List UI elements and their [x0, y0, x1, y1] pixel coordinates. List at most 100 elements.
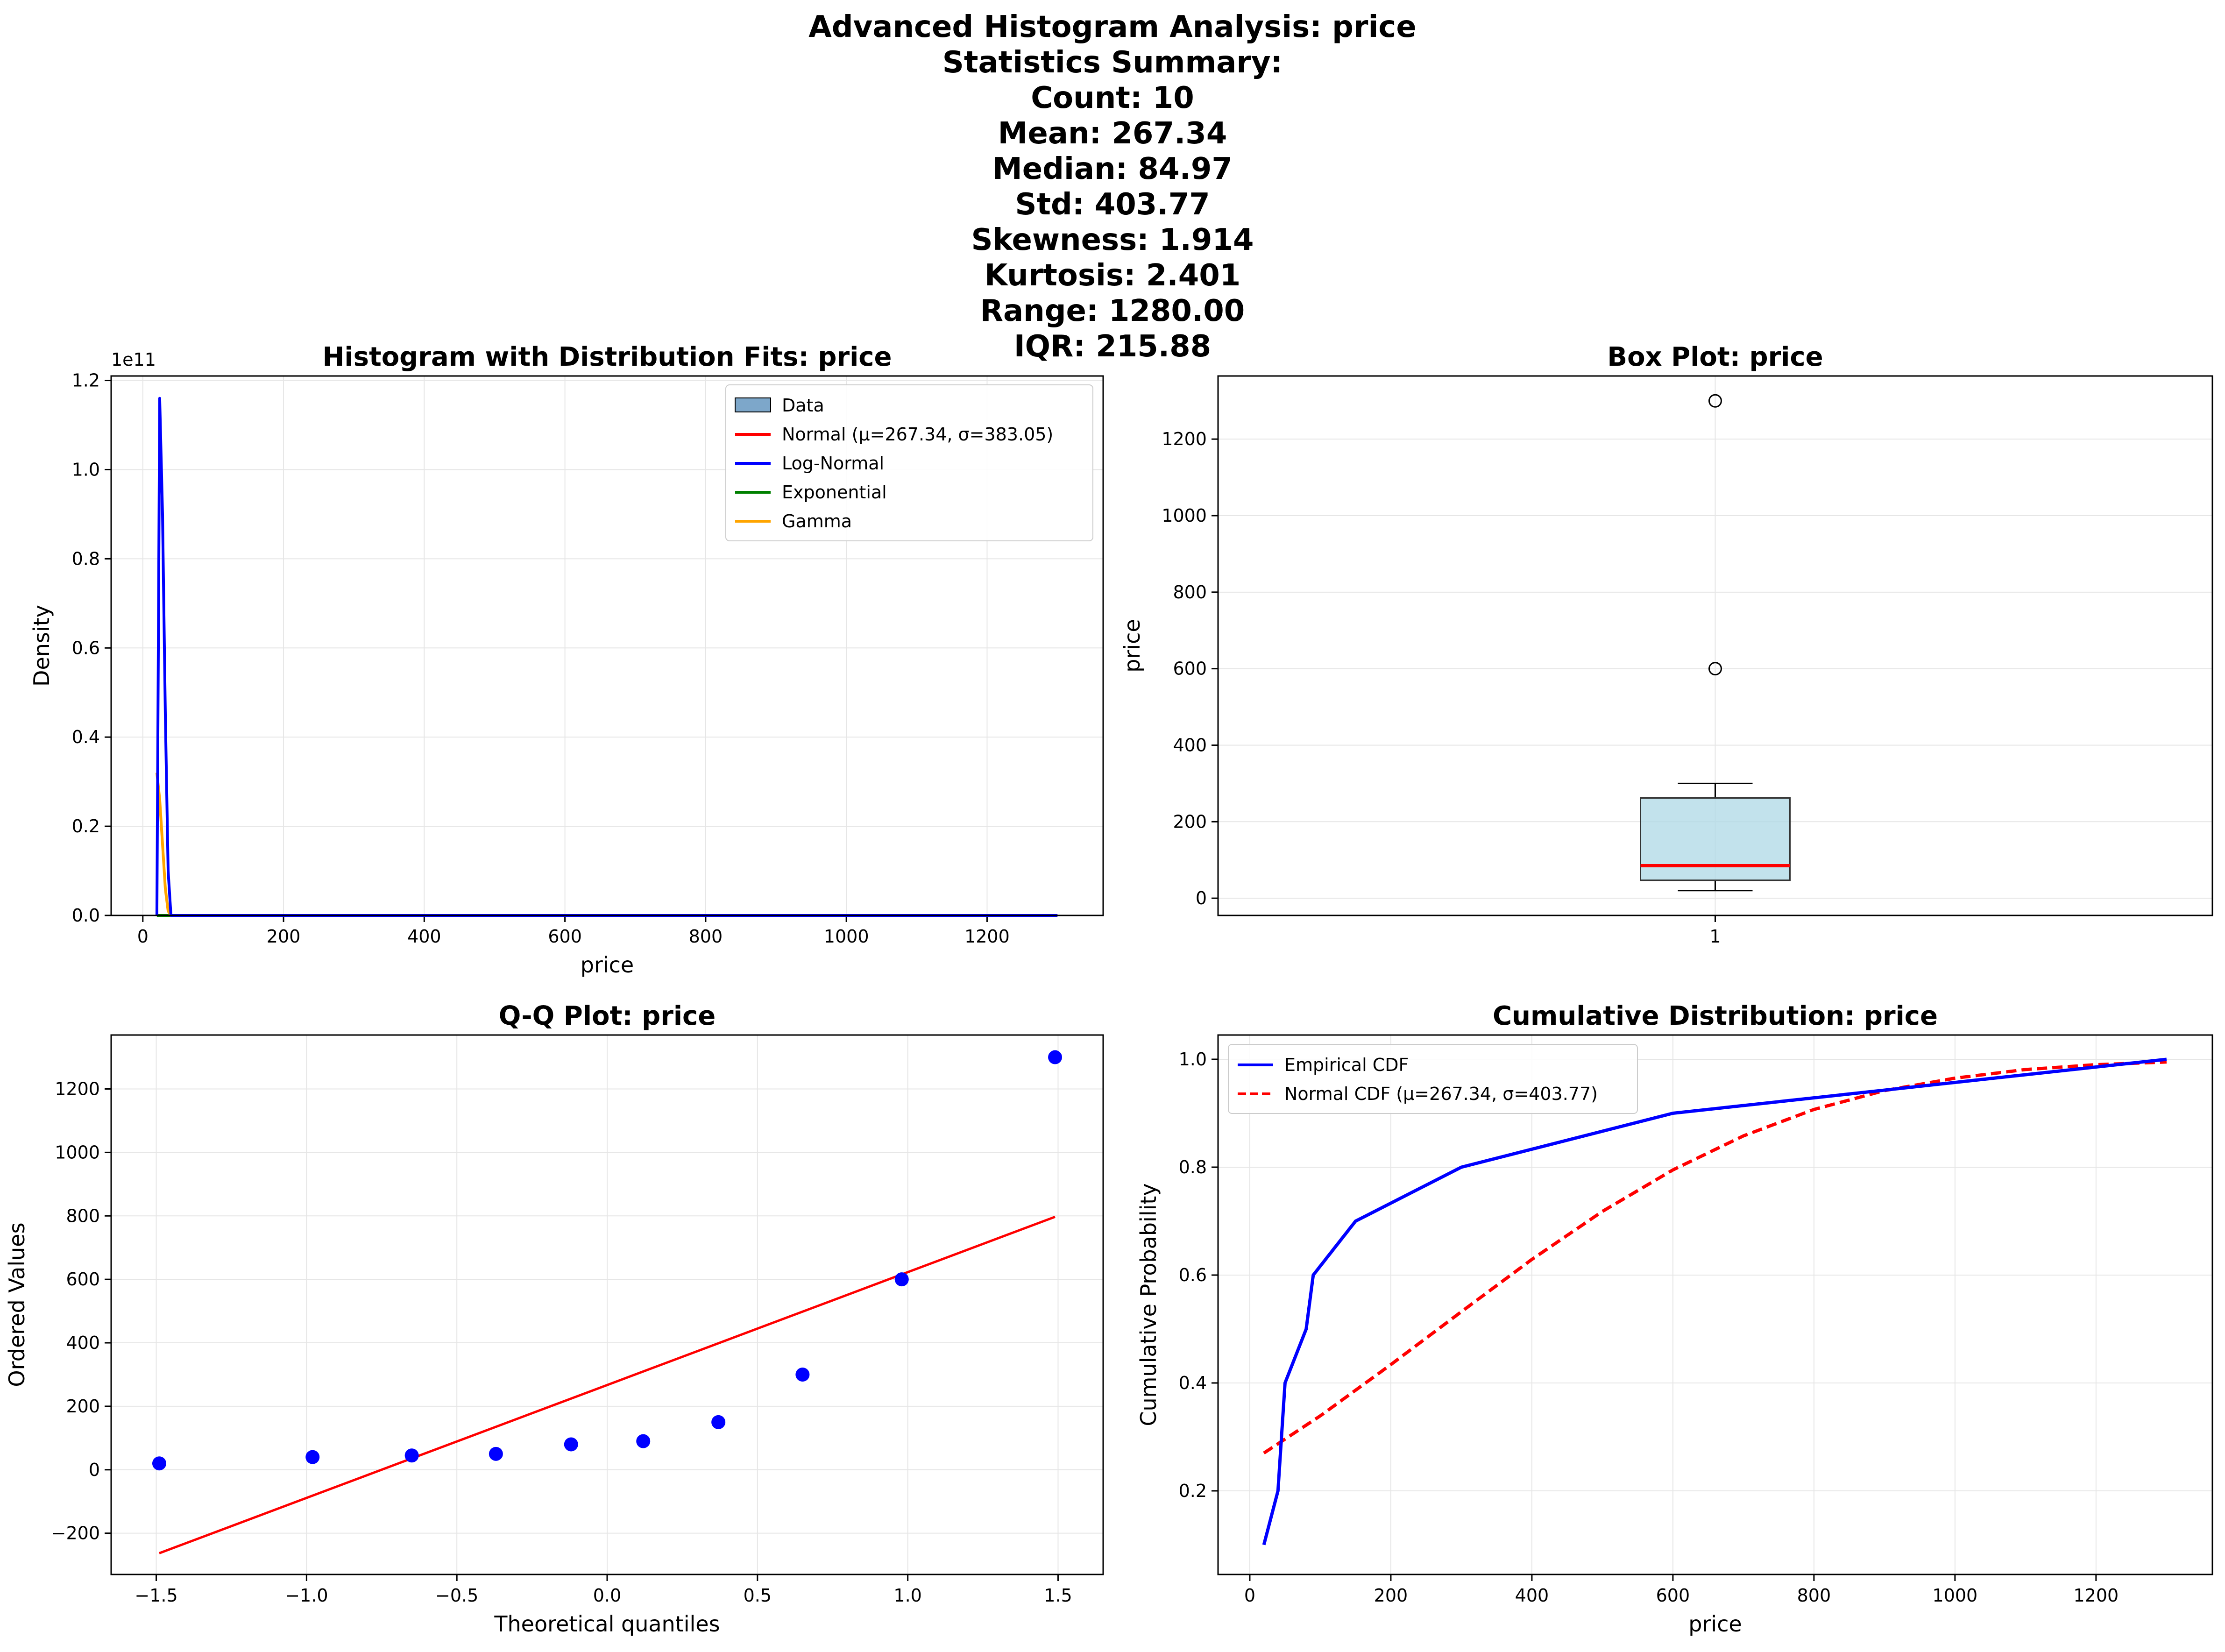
- x-tick-label: 1.0: [893, 1585, 921, 1606]
- y-tick-label: 600: [1173, 659, 1207, 679]
- outlier-point: [1708, 662, 1722, 676]
- data-point: [1048, 1050, 1063, 1064]
- iqr-box: [1640, 797, 1791, 881]
- normal-cdf-line: [1263, 1060, 2167, 1455]
- y-tick-label: 200: [1173, 811, 1207, 832]
- fit-line: [159, 1215, 1056, 1554]
- y-tick-label: 0: [89, 1460, 100, 1480]
- legend-label: Gamma: [782, 511, 852, 532]
- suptitle-line: Count: 10: [1031, 81, 1194, 115]
- chart-panel-1: 0 200 400 600 800 1000 1200 0.0 0.2 0.4 0.6 0.8 1.0 1…: [29, 342, 1104, 978]
- y-axis-label: Density: [29, 605, 54, 687]
- x-tick-label: 200: [267, 926, 301, 947]
- y-tick-label: 1.2: [72, 370, 100, 391]
- y-tick-label: 1000: [1162, 505, 1207, 526]
- data-point: [564, 1437, 578, 1452]
- data-point: [305, 1450, 320, 1464]
- data-point: [152, 1456, 166, 1471]
- suptitle-line: Statistics Summary:: [942, 45, 1283, 80]
- chart-panel-3: −1.5 −1.0 −0.5 0.0 0.5 1.0 1.5 −200 0 200 400 600 80…: [4, 1001, 1104, 1637]
- data-point: [711, 1415, 726, 1429]
- y-tick-label: 400: [66, 1333, 100, 1353]
- x-tick-label: 1000: [824, 926, 869, 947]
- x-tick-label: 1000: [1933, 1585, 1978, 1606]
- x-tick-label: 0.5: [744, 1585, 772, 1606]
- axes-frame: [1217, 375, 2213, 916]
- legend-label: Empirical CDF: [1284, 1055, 1409, 1075]
- legend-box: [1228, 1044, 1638, 1114]
- x-tick-label: 800: [689, 926, 723, 947]
- data-point: [636, 1434, 651, 1448]
- data-point: [795, 1367, 810, 1382]
- suptitle-line: Std: 403.77: [1015, 187, 1210, 222]
- data-point: [894, 1272, 909, 1287]
- suptitle-line: Kurtosis: 2.401: [984, 258, 1241, 293]
- suptitle-line: Skewness: 1.914: [971, 223, 1254, 257]
- panel-title: Histogram with Distribution Fits: price: [323, 342, 892, 372]
- x-tick-label: 1.5: [1044, 1585, 1072, 1606]
- legend-label: Data: [782, 395, 824, 416]
- x-axis-label: price: [1688, 1611, 1742, 1637]
- legend-label: Exponential: [782, 482, 887, 503]
- y-tick-label: 1.0: [1179, 1049, 1207, 1070]
- y-tick-label: 0.6: [1179, 1265, 1207, 1285]
- legend-label: Normal CDF (μ=267.34, σ=403.77): [1284, 1084, 1598, 1104]
- x-tick-label: 400: [1515, 1585, 1549, 1606]
- x-tick-label: 600: [548, 926, 582, 947]
- legend-box: [725, 384, 1093, 541]
- x-tick-label: −1.5: [135, 1585, 177, 1606]
- y-tick-label: 600: [66, 1269, 100, 1290]
- series-line: [155, 773, 1058, 917]
- x-axis-label: price: [581, 952, 634, 978]
- x-tick-label: 800: [1797, 1585, 1831, 1606]
- y-tick-label: 200: [66, 1396, 100, 1417]
- x-tick-label: 1200: [964, 926, 1010, 947]
- x-tick-label: 0: [1244, 1585, 1255, 1606]
- legend-label: Log-Normal: [782, 453, 884, 474]
- suptitle-line: IQR: 215.88: [1013, 329, 1212, 364]
- y-tick-label: 0.8: [72, 548, 100, 569]
- y-tick-label: 1000: [55, 1142, 100, 1163]
- y-tick-label: 0.2: [1179, 1481, 1207, 1501]
- panel-title: Q-Q Plot: price: [499, 1001, 716, 1031]
- x-axis-label: Theoretical quantiles: [494, 1611, 720, 1637]
- x-tick-label: 1: [1709, 926, 1721, 947]
- y-tick-label: 1200: [1162, 429, 1207, 449]
- suptitle-line: Advanced Histogram Analysis: price: [808, 10, 1417, 44]
- x-tick-label: −0.5: [435, 1585, 478, 1606]
- data-point: [489, 1446, 503, 1461]
- y-tick-label: 400: [1173, 735, 1207, 755]
- x-tick-label: 0: [137, 926, 149, 947]
- data-point: [404, 1448, 419, 1463]
- y-tick-label: 1200: [55, 1079, 100, 1099]
- panel-title: Cumulative Distribution: price: [1493, 1001, 1938, 1031]
- axes-frame: [110, 375, 1104, 916]
- x-tick-label: 0.0: [593, 1585, 621, 1606]
- empirical-cdf-line: [1262, 1057, 2167, 1546]
- y-axis-label: price: [1120, 619, 1145, 672]
- x-tick-label: −1.0: [285, 1585, 328, 1606]
- legend-label: Normal (μ=267.34, σ=383.05): [782, 424, 1053, 445]
- suptitle-line: Mean: 267.34: [998, 116, 1227, 151]
- y-tick-label: 0.4: [72, 727, 100, 747]
- y-tick-label: 0.0: [72, 905, 100, 926]
- y-tick-label: 0.6: [72, 638, 100, 658]
- outlier-point: [1708, 394, 1722, 408]
- y-tick-label: −200: [51, 1523, 100, 1544]
- x-tick-label: 1200: [2074, 1585, 2119, 1606]
- y-tick-label: 0.4: [1179, 1373, 1207, 1393]
- suptitle-line: Range: 1280.00: [980, 294, 1245, 328]
- y-tick-label: 1.0: [72, 459, 100, 480]
- axes-frame: [1217, 1034, 2213, 1575]
- y-offset-label: 1e11: [111, 349, 156, 370]
- x-tick-label: 200: [1374, 1585, 1408, 1606]
- y-tick-label: 0.2: [72, 816, 100, 837]
- x-tick-label: 400: [407, 926, 441, 947]
- y-axis-label: Cumulative Probability: [1136, 1183, 1161, 1426]
- y-tick-label: 0.8: [1179, 1157, 1207, 1177]
- chart-panel-4: 0 200 400 600 800 1000 1200 0.2 0.4 0.6 0.8 1.0 Cumu…: [1136, 1001, 2213, 1637]
- y-axis-label: Ordered Values: [4, 1222, 29, 1387]
- legend-patch: [735, 397, 771, 412]
- y-tick-label: 800: [66, 1205, 100, 1226]
